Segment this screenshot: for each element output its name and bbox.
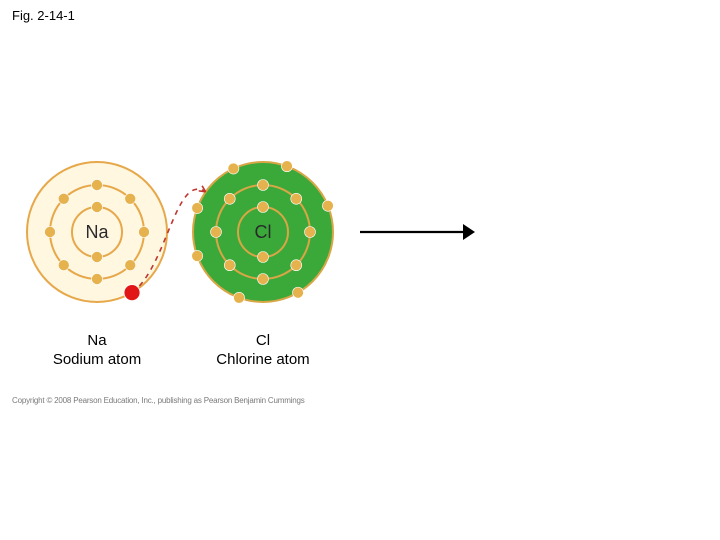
- chlorine-caption-symbol: Cl: [256, 332, 270, 349]
- sodium-caption: Na Sodium atom: [27, 332, 167, 370]
- svg-text:Cl: Cl: [255, 222, 272, 242]
- chlorine-caption: Cl Chlorine atom: [193, 332, 333, 370]
- sodium-caption-symbol: Na: [87, 332, 106, 349]
- chlorine-caption-name: Chlorine atom: [216, 351, 309, 368]
- copyright-text: Copyright © 2008 Pearson Education, Inc.…: [12, 396, 305, 405]
- svg-text:Na: Na: [85, 222, 109, 242]
- sodium-caption-name: Sodium atom: [53, 351, 141, 368]
- ionic-bond-diagram: Na Cl: [0, 0, 720, 540]
